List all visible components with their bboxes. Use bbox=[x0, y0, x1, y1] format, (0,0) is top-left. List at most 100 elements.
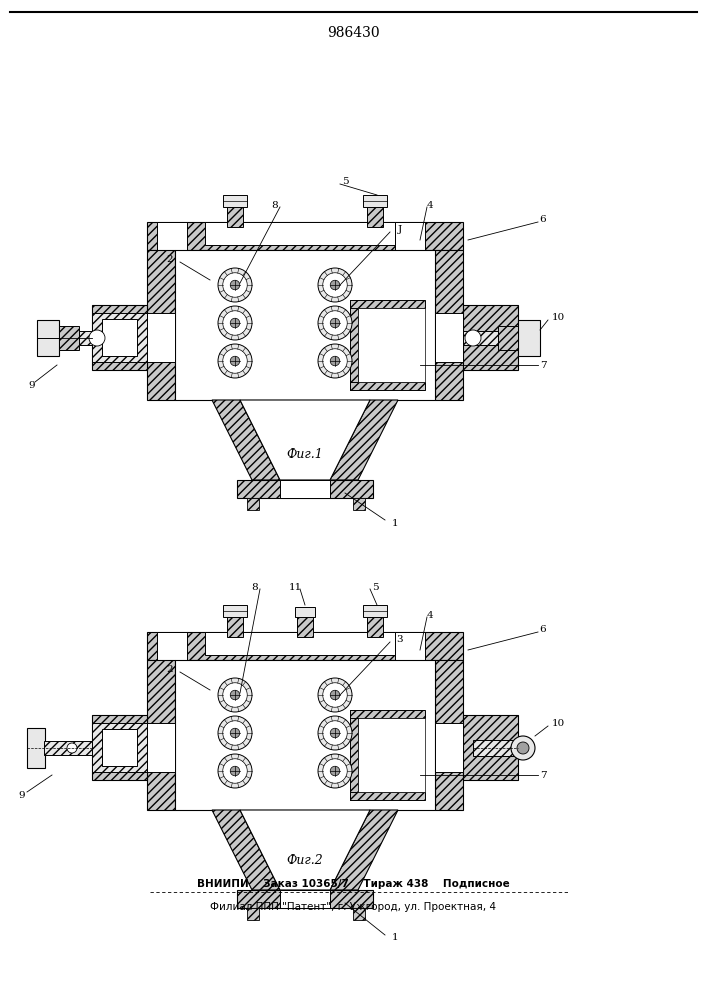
Text: 9: 9 bbox=[29, 380, 35, 389]
Text: ВНИИПИ    Заказ 10365/7    Тираж 438    Подписное: ВНИИПИ Заказ 10365/7 Тираж 438 Подписное bbox=[197, 879, 509, 889]
Bar bbox=[435, 313, 463, 362]
Bar bbox=[37, 320, 59, 356]
Bar bbox=[79, 331, 92, 345]
Bar bbox=[147, 632, 463, 660]
Bar bbox=[463, 305, 518, 370]
Bar bbox=[358, 308, 425, 382]
Bar bbox=[473, 740, 518, 756]
Circle shape bbox=[465, 330, 481, 346]
Bar bbox=[350, 300, 358, 390]
Text: 11: 11 bbox=[288, 582, 302, 591]
Text: 1: 1 bbox=[392, 934, 398, 942]
Circle shape bbox=[230, 728, 240, 738]
Circle shape bbox=[230, 318, 240, 328]
Bar bbox=[157, 222, 187, 250]
Circle shape bbox=[223, 683, 247, 707]
Circle shape bbox=[323, 349, 347, 373]
Bar bbox=[175, 250, 203, 380]
Circle shape bbox=[330, 690, 340, 700]
Text: 4: 4 bbox=[427, 610, 433, 619]
Bar bbox=[409, 665, 433, 785]
Bar bbox=[237, 480, 373, 498]
Text: 7: 7 bbox=[539, 360, 547, 369]
Bar bbox=[407, 250, 435, 380]
Polygon shape bbox=[330, 400, 398, 480]
Bar bbox=[395, 632, 425, 660]
Circle shape bbox=[223, 273, 247, 297]
Bar bbox=[463, 331, 498, 345]
Circle shape bbox=[230, 280, 240, 290]
Polygon shape bbox=[212, 400, 280, 480]
Text: 5: 5 bbox=[341, 178, 349, 186]
Bar bbox=[175, 660, 435, 810]
Circle shape bbox=[517, 742, 529, 754]
Bar bbox=[367, 617, 383, 637]
Text: 4: 4 bbox=[427, 200, 433, 210]
Bar bbox=[227, 207, 243, 227]
Circle shape bbox=[323, 721, 347, 745]
Bar bbox=[147, 660, 175, 810]
Bar bbox=[102, 319, 137, 356]
Circle shape bbox=[218, 716, 252, 750]
Circle shape bbox=[318, 268, 352, 302]
Bar bbox=[92, 305, 147, 370]
Text: 6: 6 bbox=[539, 626, 547, 635]
Bar bbox=[297, 617, 313, 637]
Bar bbox=[27, 728, 45, 768]
Bar bbox=[92, 715, 147, 780]
Circle shape bbox=[318, 678, 352, 712]
Bar bbox=[102, 729, 137, 766]
Circle shape bbox=[330, 280, 340, 290]
Bar bbox=[395, 222, 425, 250]
Bar bbox=[59, 326, 79, 350]
Circle shape bbox=[330, 356, 340, 366]
Circle shape bbox=[323, 311, 347, 335]
Bar bbox=[147, 723, 175, 772]
Circle shape bbox=[223, 311, 247, 335]
Bar bbox=[350, 710, 358, 800]
Bar bbox=[247, 498, 259, 510]
Circle shape bbox=[230, 766, 240, 776]
Text: Фиг.1: Фиг.1 bbox=[286, 448, 323, 462]
Text: 2: 2 bbox=[167, 666, 173, 674]
Circle shape bbox=[218, 754, 252, 788]
Bar bbox=[44, 741, 92, 755]
Text: 2: 2 bbox=[167, 255, 173, 264]
Bar bbox=[92, 723, 147, 772]
Text: 3: 3 bbox=[397, 636, 403, 645]
Bar bbox=[92, 313, 147, 362]
Polygon shape bbox=[240, 400, 370, 480]
Bar bbox=[280, 890, 330, 908]
Circle shape bbox=[89, 330, 105, 346]
Bar bbox=[435, 660, 463, 810]
Circle shape bbox=[318, 754, 352, 788]
Circle shape bbox=[218, 306, 252, 340]
Circle shape bbox=[318, 716, 352, 750]
Bar bbox=[498, 326, 518, 350]
Text: 10: 10 bbox=[551, 314, 565, 322]
Circle shape bbox=[330, 728, 340, 738]
Bar bbox=[177, 255, 201, 375]
Circle shape bbox=[511, 736, 535, 760]
Bar bbox=[280, 480, 330, 498]
Bar bbox=[223, 195, 247, 207]
Bar bbox=[463, 715, 518, 780]
Text: Фиг.2: Фиг.2 bbox=[286, 854, 323, 866]
Bar bbox=[223, 605, 247, 617]
Text: 9: 9 bbox=[18, 790, 25, 800]
Text: 5: 5 bbox=[372, 582, 378, 591]
Bar bbox=[363, 195, 387, 207]
Circle shape bbox=[230, 356, 240, 366]
Circle shape bbox=[330, 318, 340, 328]
Bar bbox=[147, 250, 175, 400]
Circle shape bbox=[218, 268, 252, 302]
Bar bbox=[435, 250, 463, 400]
Text: 7: 7 bbox=[539, 770, 547, 780]
Text: Филиал ППП "Патент", г. Ужгород, ул. Проектная, 4: Филиал ППП "Патент", г. Ужгород, ул. Про… bbox=[210, 902, 496, 912]
Circle shape bbox=[218, 678, 252, 712]
Text: 6: 6 bbox=[539, 216, 547, 225]
Circle shape bbox=[230, 690, 240, 700]
Circle shape bbox=[318, 306, 352, 340]
Bar bbox=[295, 607, 315, 617]
Bar bbox=[407, 660, 435, 790]
